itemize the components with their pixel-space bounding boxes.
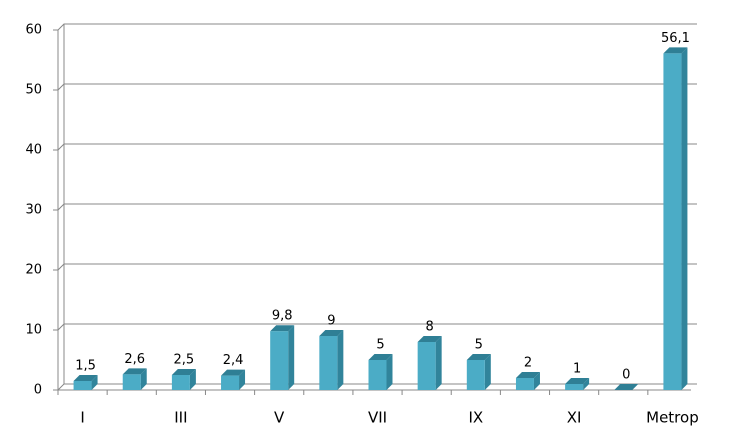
bar [565,378,590,390]
bar-front [368,360,387,390]
bar-front [663,53,682,391]
bar-top [122,368,147,375]
bar-front [171,375,190,390]
bar [122,368,147,390]
bar [466,354,491,390]
bar-front [270,331,289,390]
bar-side [484,354,491,390]
bar [663,47,688,391]
y-tick-label: 20 [25,263,42,278]
bar [319,330,344,390]
bar-top [73,375,98,381]
bar-side [288,325,295,390]
grid-line [57,83,697,91]
bar-side [91,375,98,390]
bar [417,336,442,390]
value-label: 9,8 [272,309,293,324]
grid-line [57,23,697,31]
y-tick-label: 40 [25,143,42,158]
value-label: 0 [622,368,630,383]
grid-line [57,323,697,331]
x-tick-label: I [80,409,84,427]
bar-top [614,384,639,390]
y-tick-label: 60 [25,23,42,38]
bar-top [221,369,246,376]
bar-side [386,354,393,390]
bar-top [663,47,688,54]
value-label: 2,5 [174,353,195,368]
bar-top [515,372,540,378]
bar-top [368,354,393,360]
bar [614,384,639,390]
bar-front [73,381,92,390]
value-label: 9 [327,314,335,329]
bar-side [189,369,196,390]
value-label: 5 [475,338,483,353]
bar-side [140,368,147,390]
bar-top [270,325,295,332]
bar [73,375,98,390]
bar-side [681,47,688,391]
x-tick-label: III [174,409,187,427]
value-label: 56,1 [661,31,690,46]
bar [171,369,196,390]
bar-side [239,369,246,390]
x-tick-label: XI [567,409,582,427]
bar-top [417,336,442,342]
bar-top [319,330,344,336]
bar [515,372,540,390]
x-tick-label: VII [368,409,387,427]
y-tick-label: 30 [25,203,42,218]
value-label: 2,4 [223,353,244,368]
bar-side [583,378,590,390]
bar-front [319,336,338,390]
value-label: 1,5 [75,359,96,374]
grid-line [57,263,697,271]
bar-top [565,378,590,384]
x-tick-label: IX [468,409,483,427]
grid-line [57,203,697,211]
y-tick-label: 0 [34,383,42,398]
y-tick-label: 10 [25,323,42,338]
value-label: 2 [524,356,532,371]
bar [368,354,393,390]
y-tick-label: 50 [25,83,42,98]
grid-line [57,143,697,151]
value-label: 2,6 [124,352,145,367]
bar [221,369,246,390]
value-label: 8 [426,320,434,335]
bar-front [515,378,534,390]
bar-top [466,354,491,360]
bar-front [565,384,584,390]
bar [270,325,295,390]
bar-side [435,336,442,390]
value-label: 1 [573,362,581,377]
value-label: 5 [376,338,384,353]
bar-side [337,330,344,390]
bar-front [221,375,240,390]
x-tick-label: V [274,409,285,427]
bar-top [171,369,196,375]
bar-front [122,374,141,390]
x-tick-label: Metrop [646,409,699,427]
bar-front [417,342,436,390]
bar-front [466,360,485,390]
